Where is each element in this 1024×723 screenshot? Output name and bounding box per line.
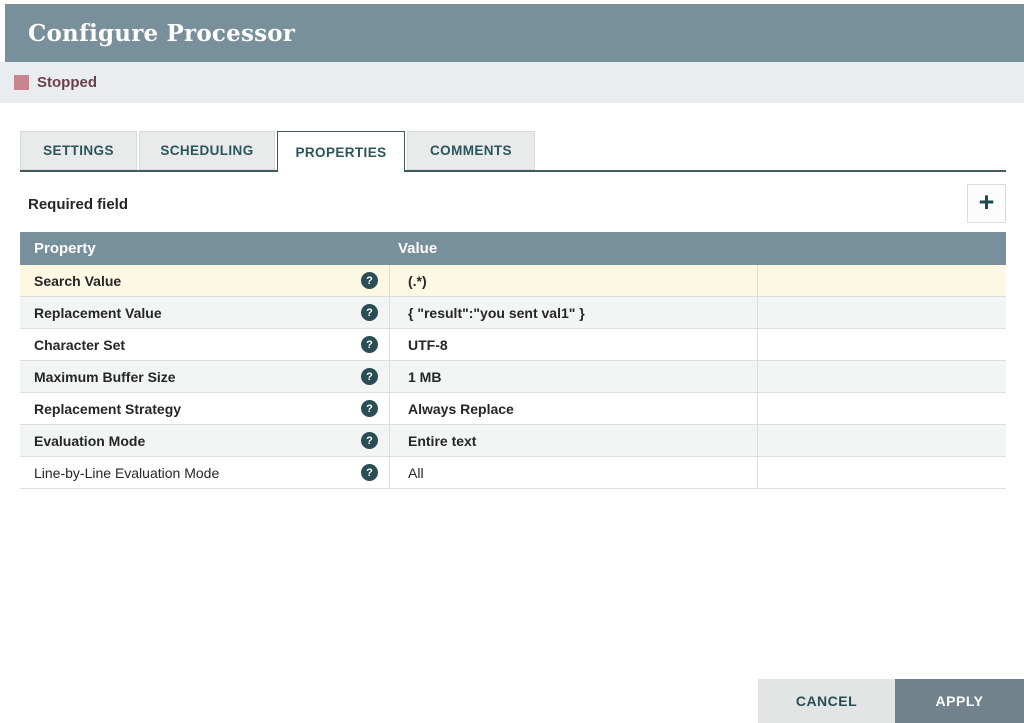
property-value: Always Replace bbox=[408, 400, 514, 417]
property-value: UTF-8 bbox=[408, 336, 448, 353]
property-row[interactable]: Search Value? (.*) bbox=[20, 265, 1006, 297]
property-extra-cell bbox=[758, 297, 1006, 328]
status-label: Stopped bbox=[37, 74, 97, 91]
property-name-cell: Line-by-Line Evaluation Mode? bbox=[20, 457, 390, 488]
property-row[interactable]: Character Set? UTF-8 bbox=[20, 329, 1006, 361]
property-row[interactable]: Replacement Value? { "result":"you sent v… bbox=[20, 297, 1006, 329]
property-value: All bbox=[408, 464, 424, 481]
property-name: Maximum Buffer Size bbox=[34, 368, 176, 385]
property-row[interactable]: Maximum Buffer Size? 1 MB bbox=[20, 361, 1006, 393]
property-extra-cell bbox=[758, 393, 1006, 424]
property-name-cell: Maximum Buffer Size? bbox=[20, 361, 390, 392]
help-icon[interactable]: ? bbox=[361, 336, 378, 353]
property-value-cell[interactable]: All bbox=[390, 457, 758, 488]
property-name: Replacement Strategy bbox=[34, 400, 182, 417]
property-name-cell: Evaluation Mode? bbox=[20, 425, 390, 456]
property-value-cell[interactable]: Entire text bbox=[390, 425, 758, 456]
property-name-cell: Replacement Value? bbox=[20, 297, 390, 328]
stopped-status-icon bbox=[14, 75, 29, 90]
dialog-header: Configure Processor bbox=[5, 4, 1024, 62]
property-value-cell[interactable]: Always Replace bbox=[390, 393, 758, 424]
plus-icon: + bbox=[978, 187, 995, 217]
apply-button[interactable]: APPLY bbox=[895, 679, 1024, 723]
property-name: Replacement Value bbox=[34, 304, 162, 321]
property-extra-cell bbox=[758, 425, 1006, 456]
tab-scheduling[interactable]: SCHEDULING bbox=[139, 131, 275, 170]
property-extra-cell bbox=[758, 457, 1006, 488]
cancel-button[interactable]: CANCEL bbox=[758, 679, 895, 723]
add-property-button[interactable]: + bbox=[967, 184, 1006, 223]
tab-comments[interactable]: COMMENTS bbox=[407, 131, 535, 170]
property-value: { "result":"you sent val1" } bbox=[408, 304, 585, 321]
column-header-property: Property bbox=[34, 240, 96, 257]
status-bar: Stopped bbox=[0, 62, 1024, 103]
tab-underline bbox=[20, 170, 1006, 172]
tab-bar: SETTINGS SCHEDULING PROPERTIES COMMENTS bbox=[20, 131, 537, 172]
property-value: Entire text bbox=[408, 432, 477, 449]
property-value-cell[interactable]: UTF-8 bbox=[390, 329, 758, 360]
tab-properties[interactable]: PROPERTIES bbox=[277, 131, 405, 172]
dialog-title: Configure Processor bbox=[28, 19, 296, 47]
property-name: Evaluation Mode bbox=[34, 432, 146, 449]
property-extra-cell bbox=[758, 265, 1006, 296]
properties-table: Property Value Search Value? (.*) Replacem… bbox=[20, 232, 1006, 489]
property-name-cell: Search Value? bbox=[20, 265, 390, 296]
property-value: (.*) bbox=[408, 272, 427, 289]
property-row[interactable]: Line-by-Line Evaluation Mode? All bbox=[20, 457, 1006, 489]
property-row[interactable]: Replacement Strategy? Always Replace bbox=[20, 393, 1006, 425]
help-icon[interactable]: ? bbox=[361, 368, 378, 385]
help-icon[interactable]: ? bbox=[361, 432, 378, 449]
property-value: 1 MB bbox=[408, 368, 442, 385]
property-name-cell: Character Set? bbox=[20, 329, 390, 360]
property-value-cell[interactable]: (.*) bbox=[390, 265, 758, 296]
property-name: Search Value bbox=[34, 272, 122, 289]
property-extra-cell bbox=[758, 329, 1006, 360]
column-header-value: Value bbox=[398, 240, 438, 257]
tab-settings[interactable]: SETTINGS bbox=[20, 131, 137, 170]
help-icon[interactable]: ? bbox=[361, 272, 378, 289]
help-icon[interactable]: ? bbox=[361, 304, 378, 321]
property-value-cell[interactable]: { "result":"you sent val1" } bbox=[390, 297, 758, 328]
property-name: Line-by-Line Evaluation Mode bbox=[34, 464, 220, 481]
property-extra-cell bbox=[758, 361, 1006, 392]
property-value-cell[interactable]: 1 MB bbox=[390, 361, 758, 392]
property-name-cell: Replacement Strategy? bbox=[20, 393, 390, 424]
property-row[interactable]: Evaluation Mode? Entire text bbox=[20, 425, 1006, 457]
help-icon[interactable]: ? bbox=[361, 464, 378, 481]
table-body: Search Value? (.*) Replacement Value? { "re… bbox=[20, 265, 1006, 489]
table-header-row: Property Value bbox=[20, 232, 1006, 265]
required-field-label: Required field bbox=[28, 196, 129, 213]
property-name: Character Set bbox=[34, 336, 126, 353]
help-icon[interactable]: ? bbox=[361, 400, 378, 417]
